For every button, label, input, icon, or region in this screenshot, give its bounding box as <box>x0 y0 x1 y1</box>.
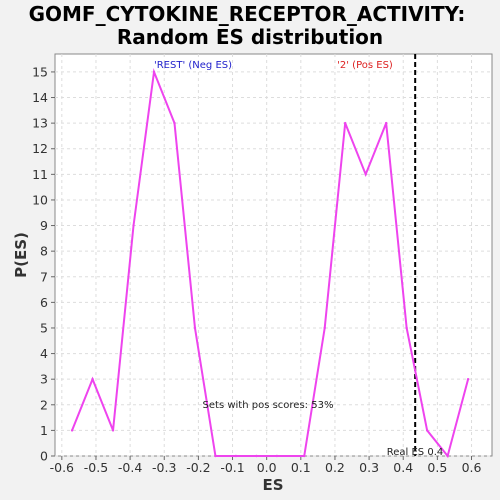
data-point <box>173 121 176 125</box>
x-tick-label: -0.2 <box>186 460 210 475</box>
y-tick-label: 14 <box>32 90 48 105</box>
chart-title-line2: Random ES distribution <box>117 25 383 49</box>
x-axis-label: ES <box>262 476 283 494</box>
y-tick-label: 8 <box>40 244 48 259</box>
x-tick-label: 0.2 <box>325 460 345 475</box>
data-point <box>70 429 74 432</box>
series-line <box>71 68 470 459</box>
y-tick-label: 1 <box>40 423 48 438</box>
y-tick-label: 13 <box>32 116 48 131</box>
y-tick-label: 12 <box>32 141 48 156</box>
x-axis-ticks: -0.6 -0.5 -0.4 -0.3 -0.2 -0.1 0.0 0.1 0.2 0.3 0.4 0… <box>50 456 482 475</box>
x-tick-label: 0.4 <box>393 460 413 475</box>
neg-es-label: 'REST' (Neg ES) <box>154 60 232 71</box>
y-tick-label: 0 <box>40 449 48 464</box>
y-tick-label: 4 <box>40 346 48 361</box>
real-es-label: Real ES 0.4 <box>387 447 443 458</box>
x-tick-label: -0.6 <box>50 460 74 475</box>
data-point <box>193 326 197 330</box>
pos-es-label: '2' (Pos ES) <box>337 60 393 71</box>
data-point <box>111 429 115 432</box>
series-points <box>70 70 470 458</box>
y-axis-label: P(ES) <box>12 232 30 278</box>
pos-scores-annotation: Sets with pos scores: 53% <box>203 400 334 411</box>
data-point <box>275 454 279 458</box>
data-point <box>152 70 156 74</box>
y-tick-label: 3 <box>40 372 48 387</box>
x-tick-label: -0.4 <box>118 460 142 475</box>
data-point <box>255 454 258 458</box>
x-tick-label: 0.1 <box>291 460 311 475</box>
data-point <box>214 454 217 458</box>
x-tick-label: 0.6 <box>462 460 482 475</box>
y-tick-label: 2 <box>40 397 48 412</box>
x-tick-label: 0.3 <box>359 460 379 475</box>
x-tick-label: -0.1 <box>220 460 244 475</box>
data-point <box>466 377 470 381</box>
data-point <box>234 454 238 458</box>
y-tick-label: 15 <box>32 64 48 79</box>
data-point <box>323 326 326 330</box>
y-tick-label: 6 <box>40 295 48 310</box>
x-tick-label: -0.3 <box>152 460 176 475</box>
y-tick-label: 10 <box>32 192 48 207</box>
plot-area <box>54 53 493 457</box>
y-tick-label: 9 <box>40 218 48 233</box>
data-point <box>384 121 388 125</box>
y-tick-label: 5 <box>40 320 48 335</box>
data-point <box>425 429 429 432</box>
x-tick-label: 0.5 <box>427 460 447 475</box>
y-tick-label: 7 <box>40 269 48 284</box>
data-point <box>405 326 408 330</box>
data-point <box>303 454 306 458</box>
x-tick-label: -0.5 <box>84 460 108 475</box>
data-point <box>446 454 449 458</box>
y-tick-label: 11 <box>32 167 48 182</box>
data-point <box>364 173 367 176</box>
chart-title-line1: GOMF_CYTOKINE_RECEPTOR_ACTIVITY: <box>29 2 466 26</box>
x-tick-label: 0.0 <box>257 460 277 475</box>
data-point <box>132 224 135 227</box>
data-point <box>91 377 94 381</box>
data-point <box>343 121 347 125</box>
